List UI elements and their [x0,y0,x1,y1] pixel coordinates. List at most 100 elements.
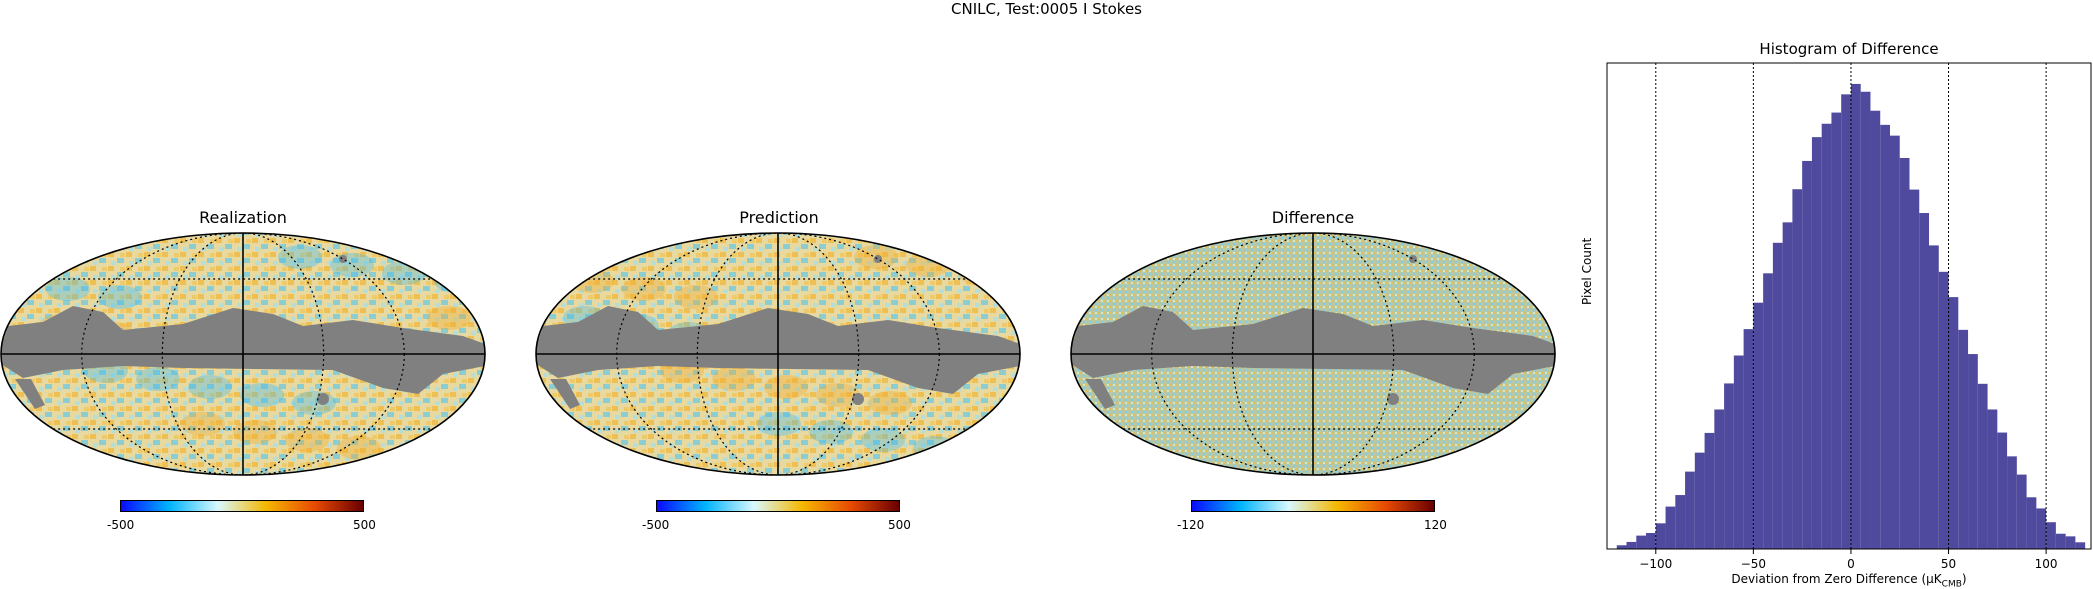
sky-structure [816,383,860,407]
map-body-realization [1,233,485,475]
map-body-difference [1071,233,1555,475]
colorbar-difference [1191,500,1435,512]
sky-structure [233,420,277,444]
sky-structure [337,436,381,460]
histogram-bar [1831,112,1842,549]
mask-patch [339,255,347,263]
sky-structure [98,285,142,309]
histogram-bar [1772,242,1783,549]
x-tick-label: −100 [1639,557,1672,571]
histogram-title: Histogram of Difference [1759,40,1939,58]
colorbar-max-realization: 500 [353,518,376,532]
x-tick-label: 0 [1847,557,1855,571]
map-title-prediction: Prediction [739,208,819,227]
histogram-bar [1929,245,1939,549]
histogram-bar [1889,135,1900,549]
mask-patch [15,379,45,409]
histogram-bar [2075,542,2086,549]
mask-patch [1387,393,1399,405]
histogram-bar [1655,523,1666,549]
histogram-bar [1870,110,1881,549]
map-prediction [535,232,1021,476]
mask-patch [1085,379,1115,409]
sky-structure [764,375,808,399]
histogram-bar [2026,497,2037,549]
sky-structure [427,306,471,330]
histogram-bar [1802,160,1812,549]
histogram-bar [1987,409,1998,549]
map-realization [0,232,486,476]
sky-structure [278,245,322,269]
map-title-realization: Realization [199,208,287,227]
x-axis-label-text: Deviation from Zero Difference (μK [1731,572,1942,586]
histogram-frame [1606,62,2092,550]
histogram-bar [1733,355,1744,549]
mask-patch [1409,255,1417,263]
map-difference [1070,232,1556,476]
colorbar-min-prediction: -500 [642,518,670,532]
sky-structure [46,277,90,301]
mask-patch [550,379,580,409]
x-tick-label: 50 [1941,557,1956,571]
histogram-bars [1616,83,2086,550]
histogram-bar [1704,432,1715,549]
colorbar-prediction [656,500,900,512]
histogram-bar [1694,452,1705,549]
map-outline-difference [1070,232,1556,476]
histogram-bar [1919,213,1930,549]
histogram-bar [2007,456,2017,549]
map-title-difference: Difference [1271,208,1355,227]
map-outline-realization [0,232,486,476]
histogram-bar [2065,536,2076,549]
histogram-bar [1841,94,1851,550]
histogram-bar [1753,302,1764,549]
sky-structure [868,391,912,415]
histogram-bar [1675,495,1686,549]
mask-patch [874,255,882,263]
mask-patch [852,393,864,405]
histogram-bar [2016,474,2027,549]
colorbar-max-prediction: 500 [888,518,911,532]
histogram-bar [1938,271,1949,549]
histogram-bar [1626,541,1637,549]
histogram-bar [1685,471,1695,549]
histogram-bar [1850,83,1861,550]
x-axis-label-subscript: CMB [1941,579,1962,589]
histogram-bar [1743,329,1754,549]
histogram-bar [1909,189,1920,549]
sky-structure [188,375,232,399]
x-tick-label: 100 [2035,557,2058,571]
x-axis-label: Deviation from Zero Difference (μKCMB) [1607,572,2091,589]
sky-structure [240,383,284,407]
histogram-bar [1860,91,1871,550]
histogram-bar [1646,533,1656,549]
histogram-bar [1880,124,1890,549]
figure-title: CNILC, Test:0005 I Stokes [951,0,1142,18]
colorbar-max-difference: 120 [1424,518,1447,532]
histogram-bar [2046,522,2056,549]
histogram-bar [1958,329,1969,549]
sky-structure [181,412,225,436]
histogram-bar [1636,535,1647,549]
sky-structure [861,428,905,452]
colorbar-min-realization: -500 [107,518,135,532]
sky-structure [136,367,180,391]
histogram-bar [1724,383,1734,549]
sky-structure [622,277,666,301]
histogram-bar [1763,273,1773,549]
histogram-bar [1997,432,2008,549]
histogram-bar [1899,157,1910,549]
mask-patch [317,393,329,405]
x-axis-label-tail: ) [1961,572,1967,586]
map-outline-prediction [535,232,1021,476]
histogram-bar [1782,222,1793,549]
map-body-prediction [536,233,1020,475]
sky-structure [674,285,718,309]
histogram-bar [2055,533,2066,549]
colorbar-realization [120,500,364,512]
histogram-bar [1811,137,1822,549]
sky-structure [809,420,853,444]
histogram-bar [1948,297,1959,549]
